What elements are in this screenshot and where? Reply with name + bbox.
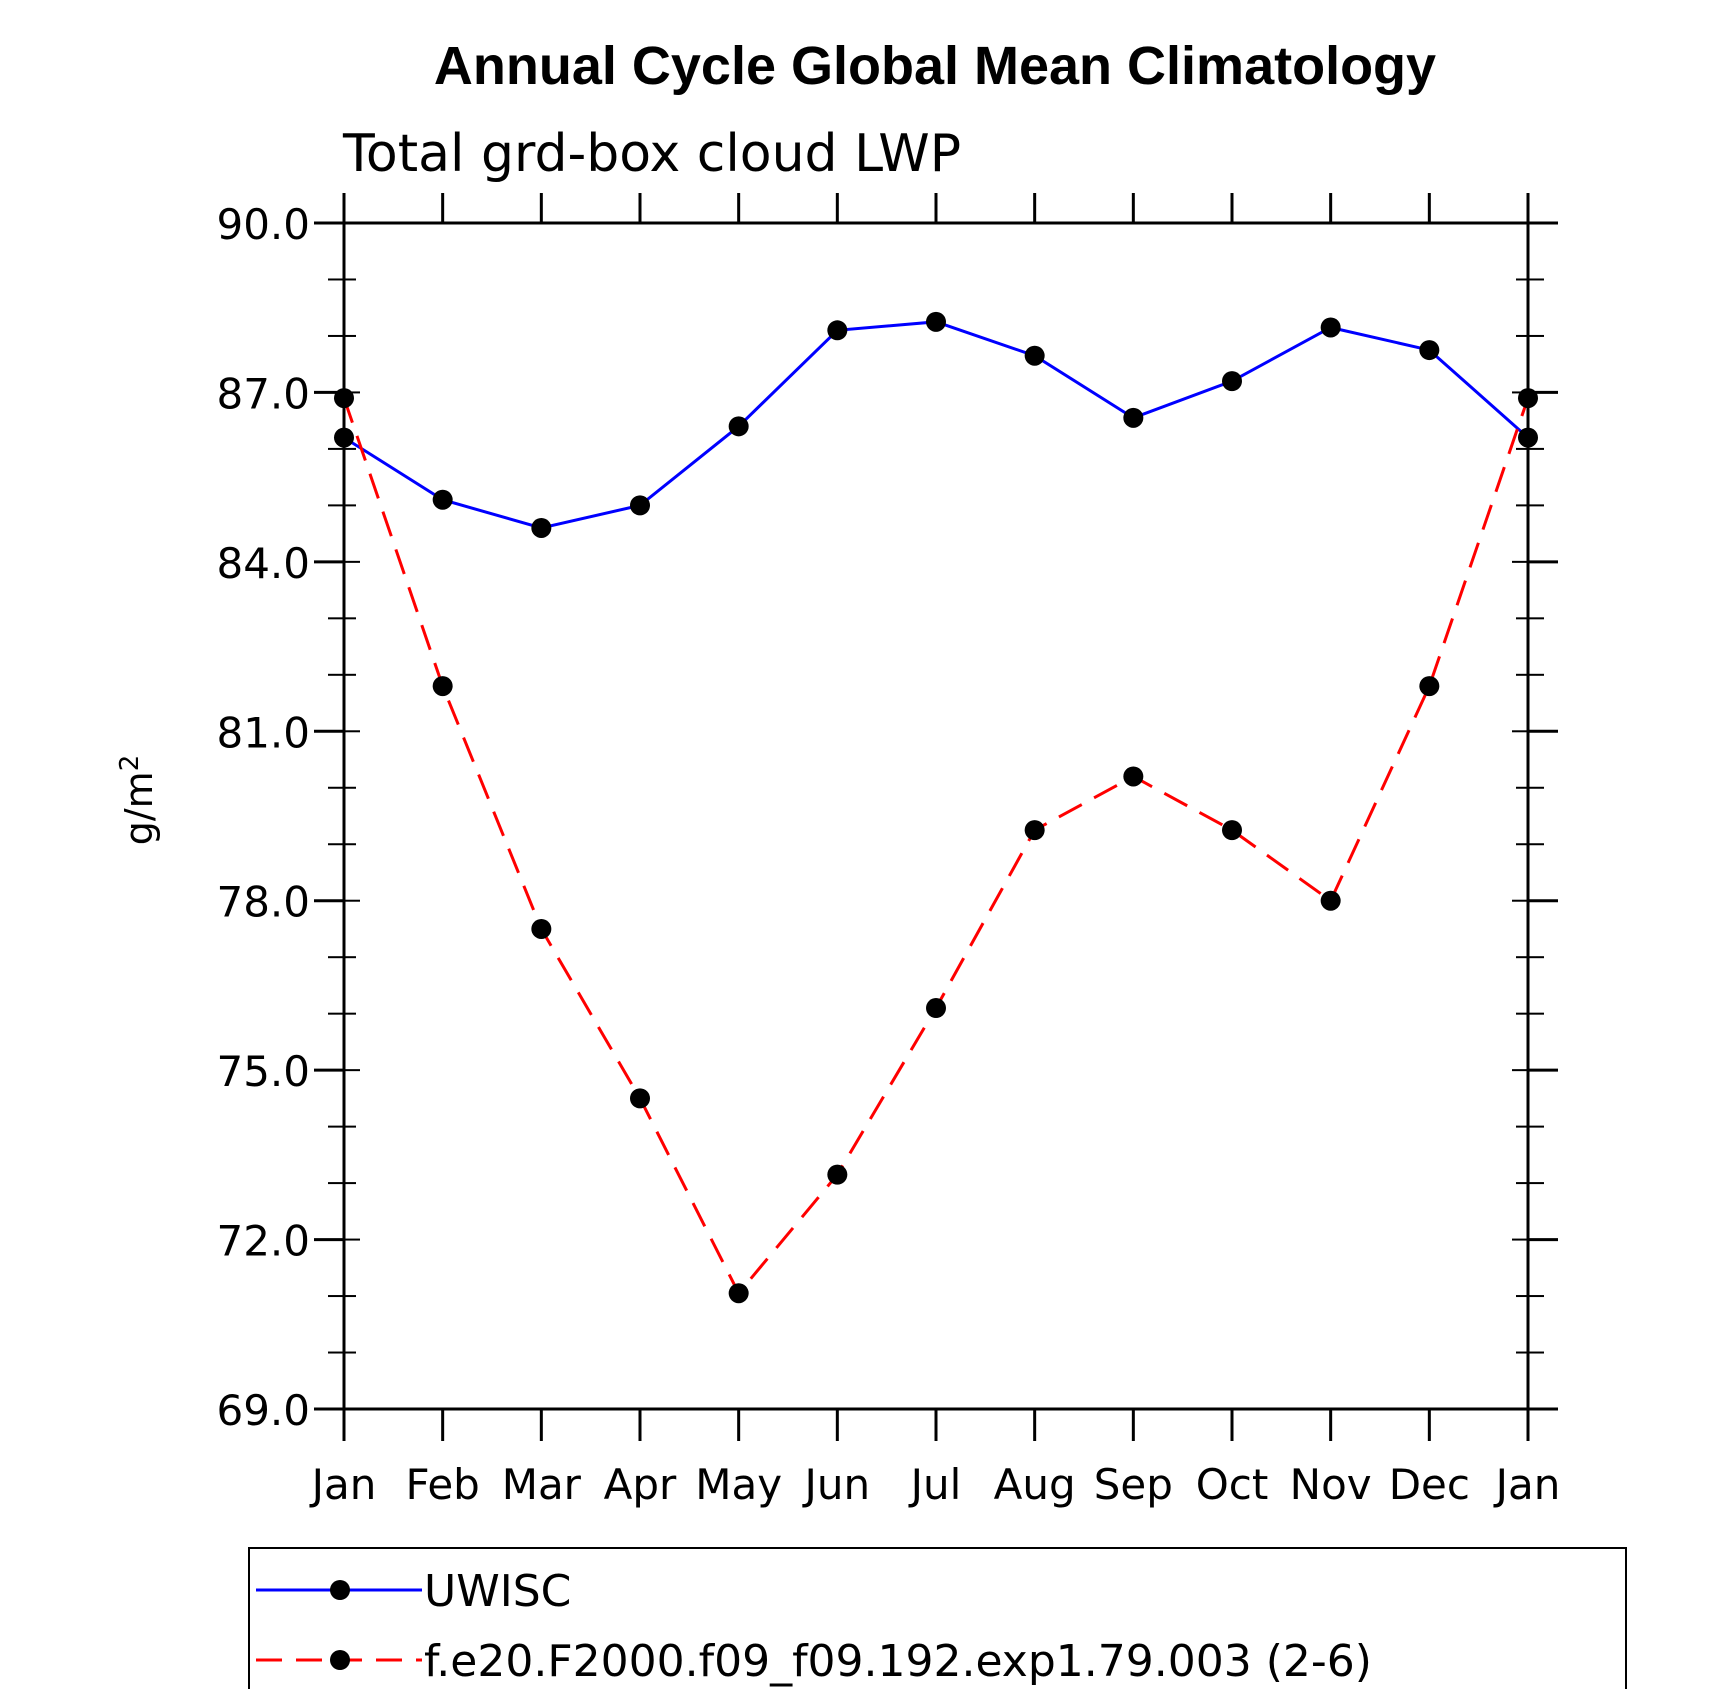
- x-tick-label: Jun: [802, 1460, 871, 1509]
- legend-label-uwisc: UWISC: [424, 1566, 571, 1617]
- data-point-series-0: [1419, 340, 1440, 361]
- data-point-series-1: [531, 918, 552, 939]
- data-point-series-1: [1222, 820, 1242, 841]
- x-tick-label: Jan: [1493, 1460, 1561, 1509]
- data-point-series-1: [827, 1164, 848, 1185]
- y-axis-label: g/m2: [115, 755, 161, 846]
- y-tick-label: 90.0: [216, 200, 310, 249]
- data-point-series-1: [926, 998, 946, 1019]
- x-tick-label: Mar: [502, 1460, 582, 1509]
- x-tick-label: Apr: [604, 1460, 677, 1509]
- chart-subtitle: Total grd-box cloud LWP: [342, 124, 961, 184]
- data-point-series-1: [1518, 388, 1538, 409]
- data-point-series-1: [1024, 820, 1045, 841]
- y-tick-label: 81.0: [216, 708, 310, 757]
- data-point-series-0: [334, 427, 354, 448]
- x-tick-label: Aug: [994, 1460, 1076, 1509]
- data-point-series-1: [728, 1283, 749, 1304]
- y-axis-label-superscript: 2: [115, 755, 145, 772]
- data-point-series-0: [1222, 371, 1242, 392]
- legend-box: [248, 1547, 1627, 1689]
- legend-entry-model: f.e20.F2000.f09_f09.192.exp1.79.003 (2-6…: [256, 1636, 1372, 1687]
- data-point-series-1: [1419, 676, 1440, 697]
- data-point-series-0: [1518, 427, 1538, 448]
- y-tick-label: 75.0: [216, 1047, 310, 1096]
- data-point-series-1: [432, 676, 453, 697]
- x-tick-label: Oct: [1196, 1460, 1269, 1509]
- data-point-series-0: [630, 495, 650, 516]
- y-tick-label: 69.0: [216, 1386, 310, 1435]
- y-tick-label: 78.0: [216, 878, 310, 927]
- x-tick-label: Feb: [405, 1460, 479, 1509]
- x-tick-label: Dec: [1389, 1460, 1470, 1509]
- data-point-series-0: [1123, 407, 1144, 428]
- series-line-0: [343, 320, 1529, 530]
- y-axis-label-unit: g/m: [117, 771, 161, 845]
- legend-entry-uwisc: UWISC: [256, 1566, 571, 1617]
- legend-label-model: f.e20.F2000.f09_f09.192.exp1.79.003 (2-6…: [424, 1636, 1372, 1687]
- data-point-series-0: [827, 320, 848, 341]
- data-point-series-0: [1320, 317, 1341, 338]
- data-point-series-1: [334, 388, 354, 409]
- y-tick-label: 84.0: [216, 539, 310, 588]
- chart-title: Annual Cycle Global Mean Climatology: [434, 36, 1436, 96]
- legend-marker-model: [330, 1650, 350, 1670]
- data-point-series-0: [432, 489, 453, 510]
- axis-ticks: [314, 193, 1558, 1441]
- x-tick-label: Jul: [908, 1460, 962, 1509]
- y-tick-label: 72.0: [216, 1217, 310, 1266]
- x-tick-label: Jan: [309, 1460, 377, 1509]
- y-tick-labels: 69.0 72.0 75.0 78.0 81.0 84.0 87.0 90.0: [216, 200, 310, 1435]
- data-point-series-0: [531, 517, 552, 538]
- x-tick-label: May: [695, 1460, 782, 1509]
- x-tick-label: Nov: [1290, 1460, 1372, 1509]
- x-tick-label: Sep: [1094, 1460, 1173, 1509]
- x-tick-labels: Jan Feb Mar Apr May Jun Jul Aug Sep Oct Nov Dec Jan: [309, 1460, 1561, 1509]
- data-point-series-0: [1024, 345, 1045, 366]
- data-point-series-0: [926, 311, 946, 332]
- series-line-1: [342, 397, 1530, 1296]
- legend-marker-uwisc: [330, 1580, 350, 1600]
- data-series: [334, 311, 1538, 1304]
- data-point-series-1: [1123, 766, 1144, 787]
- data-point-series-1: [630, 1088, 650, 1109]
- data-point-series-0: [728, 416, 749, 437]
- plot-frame: [342, 221, 1530, 1411]
- y-tick-label: 87.0: [216, 369, 310, 418]
- data-point-series-1: [1320, 890, 1341, 911]
